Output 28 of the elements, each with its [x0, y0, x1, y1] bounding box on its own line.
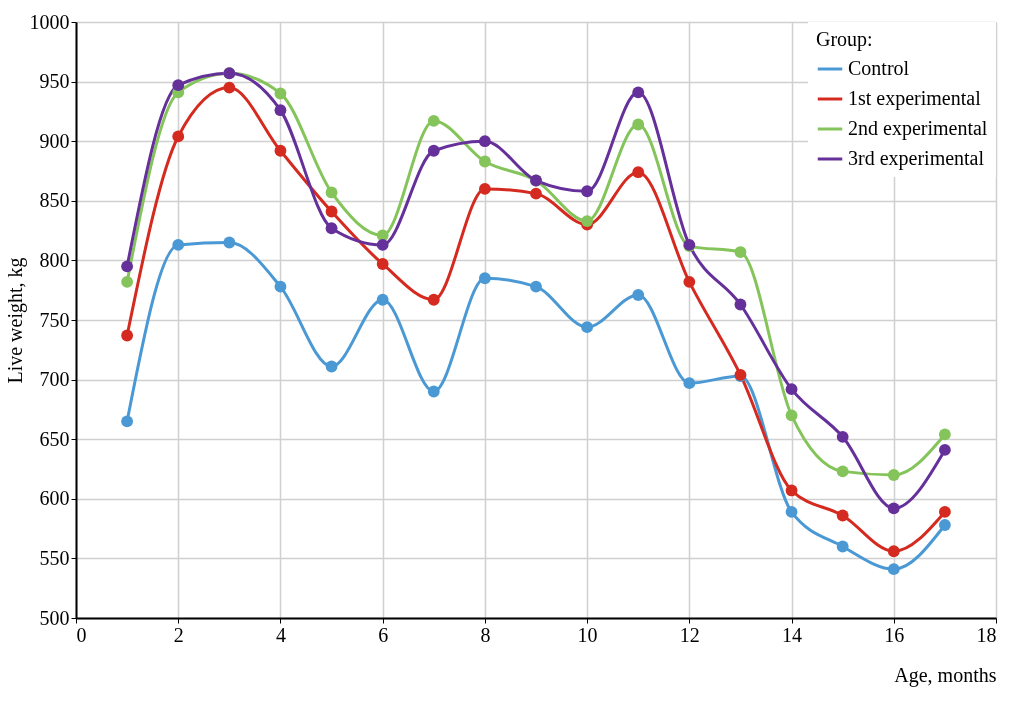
legend-label: 1st experimental [848, 87, 982, 110]
x-tick-label: 18 [976, 623, 997, 646]
y-axis-title: Live weight, kg [3, 257, 27, 384]
legend-title: Group: [816, 28, 873, 51]
x-tick-label: 4 [275, 623, 286, 646]
x-tick-label: 6 [378, 623, 389, 646]
x-tick-label: 16 [884, 623, 905, 646]
y-tick-label: 700 [39, 368, 70, 391]
x-tick-label: 0 [76, 623, 87, 646]
y-tick-label: 900 [39, 129, 70, 152]
legend-label: 2nd experimental [848, 117, 988, 140]
y-tick-label: 650 [39, 427, 70, 450]
x-axis-title: Age, months [894, 663, 997, 687]
y-tick-label: 550 [39, 546, 70, 569]
y-tick-label: 500 [39, 606, 70, 629]
legend-label: Control [848, 57, 910, 79]
y-tick-label: 750 [39, 308, 70, 331]
y-tick-label: 950 [39, 70, 70, 93]
y-tick-label: 850 [39, 189, 70, 212]
x-tick-label: 14 [782, 623, 803, 646]
x-tick-label: 10 [577, 623, 598, 646]
legend-label: 3rd experimental [848, 147, 985, 170]
x-tick-label: 12 [679, 623, 700, 646]
y-tick-label: 600 [39, 487, 70, 510]
x-tick-label: 8 [480, 623, 491, 646]
x-tick-label: 2 [173, 623, 184, 646]
y-tick-label: 1000 [29, 10, 70, 33]
y-tick-label: 800 [39, 248, 70, 271]
